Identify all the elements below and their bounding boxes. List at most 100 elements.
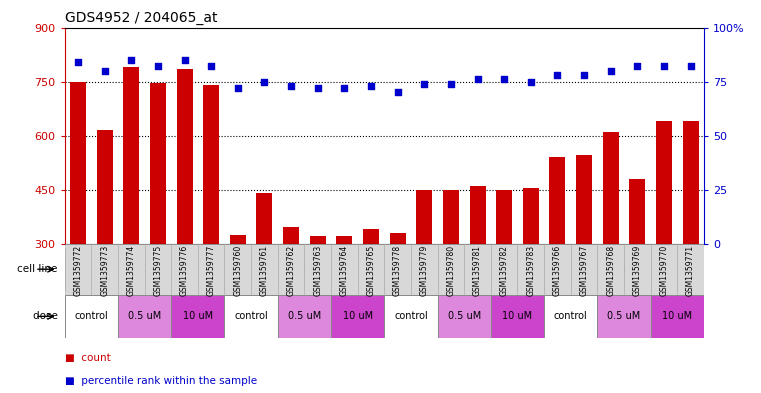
Bar [384, 248, 544, 291]
Bar [145, 244, 171, 295]
Bar [544, 244, 571, 295]
Text: GSM1359783: GSM1359783 [527, 245, 535, 296]
Bar [118, 244, 145, 295]
Text: cell line: cell line [18, 264, 61, 274]
Point [551, 72, 563, 78]
Bar [97, 130, 113, 244]
Bar [597, 295, 651, 338]
Bar [91, 244, 118, 295]
Bar [171, 295, 224, 338]
Bar [443, 189, 459, 244]
Text: GSM1359780: GSM1359780 [447, 245, 455, 296]
Bar [331, 295, 384, 338]
Bar [491, 244, 517, 295]
Point [205, 63, 218, 70]
Bar [683, 121, 699, 244]
Text: GSM1359777: GSM1359777 [207, 245, 215, 296]
Text: 0.5 uM: 0.5 uM [447, 311, 481, 321]
Text: GSM1359764: GSM1359764 [340, 245, 349, 296]
Text: GSM1359760: GSM1359760 [234, 245, 242, 296]
Bar [230, 235, 246, 244]
Point [285, 83, 297, 89]
Bar [517, 244, 544, 295]
Point [524, 78, 537, 84]
Bar [464, 244, 491, 295]
Point [151, 63, 164, 70]
Bar [278, 295, 331, 338]
Bar [470, 186, 486, 244]
Bar [384, 244, 411, 295]
Text: 10 uM: 10 uM [183, 311, 213, 321]
Text: GSM1359766: GSM1359766 [553, 245, 562, 296]
Bar [384, 295, 438, 338]
Bar [203, 85, 219, 244]
Bar [256, 193, 272, 244]
Bar [544, 295, 597, 338]
Bar [65, 248, 224, 291]
Text: GSM1359776: GSM1359776 [180, 245, 189, 296]
Bar [331, 244, 358, 295]
Bar [65, 244, 91, 295]
Text: GSM1359781: GSM1359781 [473, 245, 482, 296]
Bar [390, 233, 406, 244]
Text: 0.5 uM: 0.5 uM [128, 311, 161, 321]
Text: GSM1359772: GSM1359772 [74, 245, 82, 296]
Point [391, 89, 403, 95]
Text: 10 uM: 10 uM [342, 311, 373, 321]
Bar [177, 69, 193, 244]
Bar [310, 237, 326, 244]
Text: control: control [554, 311, 587, 321]
Text: GDS4952 / 204065_at: GDS4952 / 204065_at [65, 11, 217, 25]
Bar [171, 244, 198, 295]
Bar [438, 244, 464, 295]
Text: GSM1359771: GSM1359771 [686, 245, 695, 296]
Point [258, 78, 271, 84]
Point [312, 85, 324, 91]
Bar [629, 179, 645, 244]
Bar [363, 229, 379, 244]
Text: GSM1359775: GSM1359775 [154, 245, 162, 296]
Text: control: control [75, 311, 108, 321]
Text: GSM1359768: GSM1359768 [607, 245, 615, 296]
Text: dose: dose [33, 311, 61, 321]
Text: 10 uM: 10 uM [662, 311, 693, 321]
Bar [224, 244, 251, 295]
Bar [496, 189, 512, 244]
Bar [251, 244, 278, 295]
Text: GSM1359761: GSM1359761 [260, 245, 269, 296]
Bar [624, 244, 651, 295]
Text: GSM1359765: GSM1359765 [367, 245, 375, 296]
Bar [603, 132, 619, 244]
Bar [549, 157, 565, 244]
Text: ■  percentile rank within the sample: ■ percentile rank within the sample [65, 376, 256, 386]
Bar [571, 244, 597, 295]
Text: GSM1359778: GSM1359778 [393, 245, 402, 296]
Bar [651, 244, 677, 295]
Bar [283, 228, 299, 244]
Text: control: control [234, 311, 268, 321]
Text: GSM1359774: GSM1359774 [127, 245, 135, 296]
Point [98, 68, 111, 74]
Point [631, 63, 643, 70]
Text: GSM1359767: GSM1359767 [580, 245, 588, 296]
Point [498, 76, 510, 83]
Point [231, 85, 244, 91]
Point [419, 81, 431, 87]
Bar [576, 155, 592, 244]
Point [178, 57, 190, 63]
Point [471, 76, 484, 83]
Bar [597, 244, 624, 295]
Text: GSM1359763: GSM1359763 [314, 245, 322, 296]
Point [444, 81, 457, 87]
Bar [123, 67, 139, 244]
Text: 0.5 uM: 0.5 uM [288, 311, 321, 321]
Bar [336, 237, 352, 244]
Bar [224, 248, 384, 291]
Text: 0.5 uM: 0.5 uM [607, 311, 641, 321]
Text: PC3: PC3 [454, 264, 475, 274]
Text: GSM1359779: GSM1359779 [420, 245, 428, 296]
Bar [118, 295, 171, 338]
Point [658, 63, 670, 70]
Bar [150, 83, 166, 244]
Bar [544, 248, 704, 291]
